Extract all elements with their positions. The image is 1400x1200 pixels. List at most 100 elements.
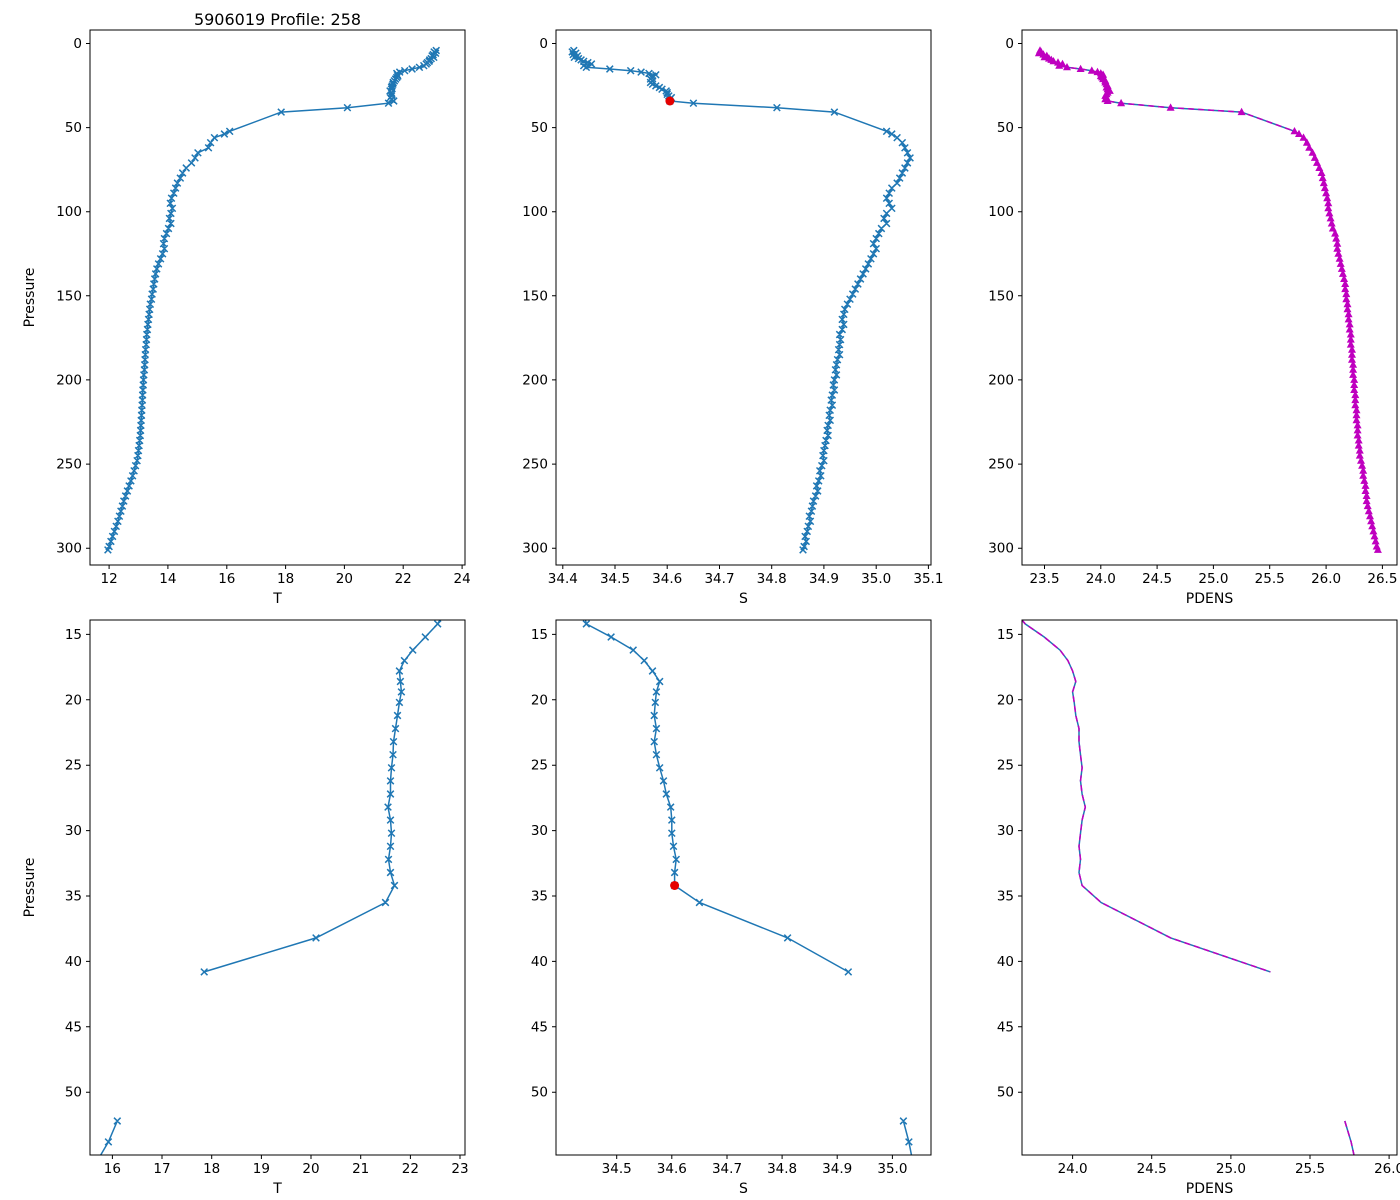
- y-tick-label: 0: [73, 36, 82, 52]
- x-tick-label: 24.0: [1086, 571, 1116, 587]
- x-markers: [104, 46, 441, 554]
- y-tick-label: 20: [997, 692, 1014, 708]
- tick-marks: [86, 43, 463, 569]
- y-tick-label: 15: [531, 627, 548, 643]
- plot-area: [104, 46, 441, 554]
- x-tick-label: 34.6: [657, 1161, 687, 1177]
- x-tick-label: 34.9: [822, 1161, 852, 1177]
- x-tick-label: 16: [104, 1161, 121, 1177]
- y-tick-label: 300: [56, 541, 82, 557]
- x-markers: [200, 620, 442, 976]
- plot-temperature-full: 12 14 16 18 20 22 24 0 50 100 150 200 250 300 T Pressur…: [22, 29, 471, 607]
- plot-area: [1022, 620, 1355, 1155]
- x-markers: [104, 1117, 122, 1146]
- y-tick-label: 25: [65, 758, 82, 774]
- x-tick-label: 34.7: [704, 571, 734, 587]
- x-tick-label: 34.5: [600, 571, 630, 587]
- x-tick-label: 24.5: [1137, 1161, 1167, 1177]
- tick-marks: [86, 633, 461, 1159]
- x-axis-label: S: [739, 591, 748, 607]
- highlight-point: [670, 881, 680, 890]
- axes-frame: [1021, 619, 1398, 1156]
- y-tick-label: 100: [988, 204, 1014, 220]
- y-axis-label: Pressure: [22, 268, 38, 328]
- x-markers: [582, 620, 853, 976]
- y-tick-label: 25: [531, 758, 548, 774]
- x-axis-label: PDENS: [1186, 1181, 1234, 1197]
- x-tick-label: 23.5: [1029, 571, 1059, 587]
- x-tick-label: 34.4: [548, 571, 578, 587]
- x-axis-label: T: [272, 591, 282, 607]
- x-tick-label: 25.5: [1255, 571, 1285, 587]
- x-tick-label: 35.0: [877, 1161, 907, 1177]
- y-tick-label: 35: [531, 889, 548, 905]
- pdens-underlay: [1037, 50, 1379, 551]
- y-tick-label: 35: [997, 889, 1014, 905]
- y-tick-label: 200: [522, 372, 548, 388]
- x-tick-label: 24.0: [1058, 1161, 1088, 1177]
- x-tick-label: 14: [159, 571, 176, 587]
- tick-marks: [1018, 43, 1383, 569]
- x-tick-label: 26.0: [1311, 571, 1341, 587]
- x-tick-label: 34.9: [809, 571, 839, 587]
- y-tick-label: 30: [65, 823, 82, 839]
- y-axis-label: Pressure: [22, 858, 38, 918]
- axes-frame: [555, 619, 932, 1156]
- plot-area: [568, 46, 914, 554]
- x-tick-label: 25.0: [1216, 1161, 1246, 1177]
- salinity-profile: [570, 49, 911, 551]
- plot-salinity-zoom: 34.5 34.6 34.7 34.8 34.9 35.0 15 20 25 30 35 40 45 50…: [531, 619, 932, 1197]
- x-tick-label: 12: [101, 571, 118, 587]
- y-tick-label: 250: [988, 457, 1014, 473]
- x-tick-label: 34.7: [712, 1161, 742, 1177]
- y-tick-label: 15: [997, 627, 1014, 643]
- x-tick-label: 26.0: [1374, 1161, 1400, 1177]
- plot-area: [99, 620, 442, 1155]
- y-tick-label: 50: [997, 1085, 1014, 1101]
- plot-temperature-zoom: 16 17 18 19 20 21 22 23 15 20 25 30 35 40 45 50 T Pressur…: [22, 619, 469, 1197]
- y-tick-label: 250: [56, 457, 82, 473]
- x-axis-label: PDENS: [1186, 591, 1234, 607]
- y-tick-label: 0: [539, 36, 548, 52]
- y-tick-label: 200: [56, 372, 82, 388]
- x-tick-label: 25.5: [1295, 1161, 1325, 1177]
- y-tick-label: 40: [531, 954, 548, 970]
- axes-frame: [89, 619, 466, 1156]
- y-tick-label: 45: [65, 1019, 82, 1035]
- y-tick-label: 45: [531, 1019, 548, 1035]
- x-markers: [899, 1117, 913, 1146]
- y-tick-label: 50: [531, 1085, 548, 1101]
- y-tick-label: 250: [522, 457, 548, 473]
- x-tick-label: 18: [203, 1161, 220, 1177]
- y-tick-label: 300: [988, 541, 1014, 557]
- x-markers: [568, 46, 914, 554]
- x-tick-label: 18: [277, 571, 294, 587]
- y-tick-label: 0: [1005, 36, 1014, 52]
- y-tick-label: 25: [997, 758, 1014, 774]
- y-tick-label: 35: [65, 889, 82, 905]
- x-tick-label: 22: [395, 571, 412, 587]
- figure-title: 5906019 Profile: 258: [193, 10, 362, 29]
- x-tick-label: 24: [454, 571, 471, 587]
- y-tick-label: 30: [997, 823, 1014, 839]
- plot-area: [582, 620, 913, 1155]
- x-tick-label: 19: [253, 1161, 270, 1177]
- x-tick-label: 23: [451, 1161, 468, 1177]
- pdens-upper: [1022, 620, 1271, 973]
- pdens-profile: [1037, 50, 1379, 551]
- x-tick-label: 17: [153, 1161, 170, 1177]
- y-tick-label: 200: [988, 372, 1014, 388]
- x-tick-label: 22: [402, 1161, 419, 1177]
- x-tick-label: 24.5: [1142, 571, 1172, 587]
- y-tick-label: 100: [522, 204, 548, 220]
- temperature-lower: [99, 1120, 118, 1155]
- y-tick-label: 40: [65, 954, 82, 970]
- y-tick-label: 50: [531, 120, 548, 136]
- y-tick-label: 20: [65, 692, 82, 708]
- y-tick-label: 150: [522, 288, 548, 304]
- x-axis-label: S: [739, 1181, 748, 1197]
- x-tick-label: 26.5: [1367, 571, 1397, 587]
- y-tick-label: 30: [531, 823, 548, 839]
- plot-area: [1034, 46, 1382, 553]
